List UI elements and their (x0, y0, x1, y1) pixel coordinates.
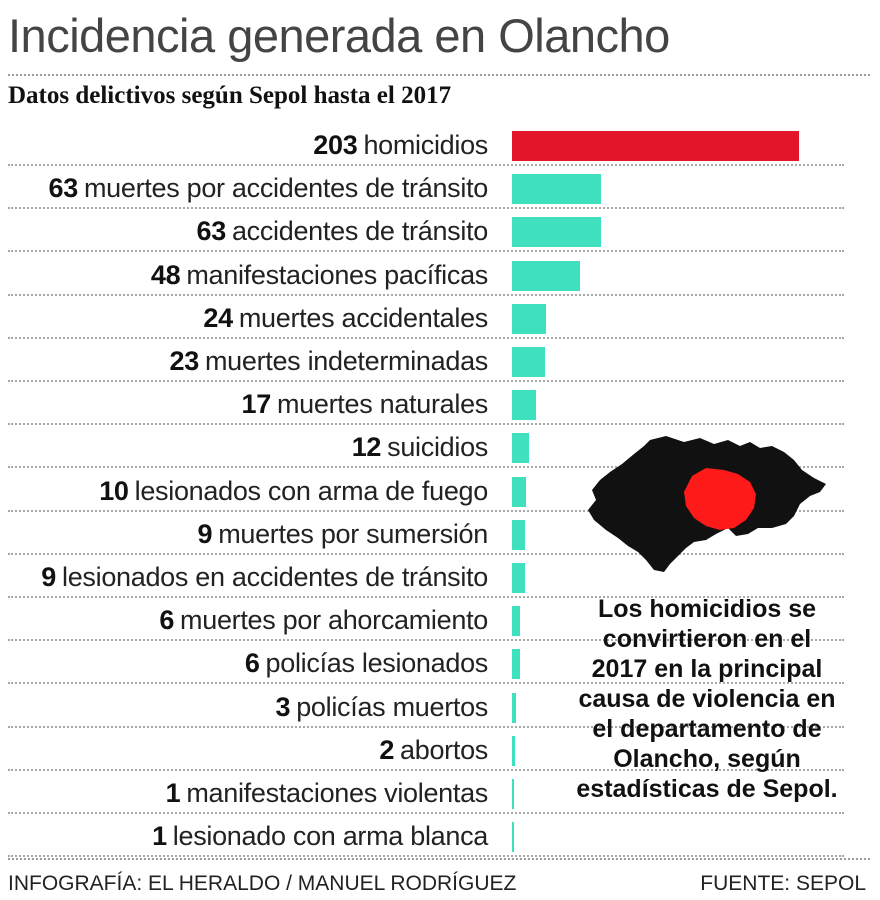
bar (512, 260, 580, 291)
category-label: 6 muertes por ahorcamiento (159, 603, 488, 637)
row-divider (8, 466, 844, 469)
category-label: 10 lesionados con arma de fuego (99, 474, 488, 508)
row-divider (8, 768, 844, 771)
data-label: 63 (48, 173, 79, 204)
row-divider (8, 207, 844, 210)
category-text: muertes por sumersión (218, 518, 488, 549)
data-label: 48 (150, 259, 181, 290)
data-label: 6 (159, 605, 175, 636)
bar (512, 649, 521, 680)
bar (512, 433, 529, 464)
category-text: policías muertos (296, 691, 488, 722)
source-text: FUENTE: SEPOL (700, 872, 866, 895)
row-divider (8, 639, 844, 642)
category-text: muertes por ahorcamiento (180, 605, 488, 636)
category-text: manifestaciones violentas (186, 778, 488, 808)
row-divider (8, 552, 844, 555)
category-label: 1 lesionado con arma blanca (152, 819, 488, 853)
category-text: accidentes de tránsito (231, 216, 488, 247)
data-label: 203 (313, 130, 358, 160)
olancho-region-shape (684, 468, 756, 530)
data-label: 1 (152, 821, 167, 852)
chart-title: Incidencia generada en Olancho (8, 9, 670, 62)
category-text: muertes indeterminadas (204, 346, 488, 376)
data-label: 63 (196, 216, 227, 247)
data-label: 2 (379, 734, 395, 765)
row-divider (8, 164, 844, 166)
bar (512, 131, 799, 161)
category-label: 2 abortos (379, 733, 488, 767)
bar (512, 822, 514, 853)
data-label: 17 (241, 389, 272, 420)
bar (512, 390, 537, 421)
row-divider (8, 509, 844, 512)
data-label: 24 (203, 302, 233, 333)
data-label: 10 (99, 475, 129, 506)
note-text: Los homicidios se convirtieron en el 201… (576, 595, 838, 803)
category-text: suicidios (387, 432, 488, 463)
bar (512, 303, 546, 334)
bar (512, 217, 602, 248)
category-label: 12 suicidios (351, 430, 489, 464)
row-divider (8, 293, 844, 296)
bar (512, 519, 525, 550)
row-divider (8, 812, 844, 814)
row-divider (8, 336, 844, 339)
data-label: 1 (165, 778, 181, 808)
data-label: 9 (197, 518, 213, 549)
category-label: 1 manifestaciones violentas (165, 776, 489, 810)
bar (512, 347, 545, 377)
honduras-map-icon (588, 436, 826, 572)
data-label: 12 (351, 432, 382, 463)
data-label: 23 (169, 346, 200, 376)
row-divider (8, 596, 844, 598)
title-divider (8, 74, 870, 76)
category-text: policías lesionados (265, 648, 489, 679)
category-label: 23 muertes indeterminadas (169, 344, 489, 378)
bar (512, 735, 515, 766)
credit-text: INFOGRAFÍA: EL HERALDO / MANUEL RODRÍGUE… (8, 872, 517, 895)
category-label: 48 manifestaciones pacíficas (151, 258, 488, 292)
category-label: 203 homicidios (313, 128, 488, 162)
bar (512, 606, 521, 637)
category-text: lesionados con arma de fuego (134, 475, 489, 506)
row-divider (8, 725, 844, 728)
bar (512, 779, 514, 809)
category-label: 9 lesionados en accidentes de tránsito (41, 560, 488, 594)
bar (512, 563, 525, 593)
bar (512, 692, 517, 723)
row-divider (8, 855, 844, 858)
category-text: muertes naturales (276, 389, 488, 420)
category-label: 6 policías lesionados (245, 646, 488, 680)
row-divider (8, 423, 844, 426)
category-label: 9 muertes por sumersión (197, 517, 488, 551)
category-text: lesionado con arma blanca (172, 821, 489, 852)
data-label: 6 (244, 648, 260, 679)
footer-divider (8, 858, 870, 860)
row-divider (8, 682, 844, 685)
data-label: 3 (275, 691, 291, 722)
category-text: lesionados en accidentes de tránsito (62, 562, 488, 592)
category-text: muertes accidentales (238, 302, 488, 333)
bar (512, 476, 527, 507)
category-label: 3 policías muertos (276, 690, 489, 724)
chart-subtitle: Datos delictivos según Sepol hasta el 20… (8, 82, 452, 109)
category-text: homicidios (363, 130, 488, 160)
row-divider (8, 380, 844, 382)
category-text: manifestaciones pacíficas (186, 259, 488, 290)
data-label: 9 (41, 562, 56, 592)
category-label: 63 accidentes de tránsito (197, 214, 489, 248)
category-label: 17 muertes naturales (241, 387, 489, 421)
category-label: 24 muertes accidentales (203, 301, 488, 335)
category-label: 63 muertes por accidentes de tránsito (48, 171, 489, 205)
bar (512, 174, 602, 205)
category-text: abortos (400, 734, 488, 765)
row-divider (8, 250, 844, 253)
category-text: muertes por accidentes de tránsito (83, 173, 488, 204)
